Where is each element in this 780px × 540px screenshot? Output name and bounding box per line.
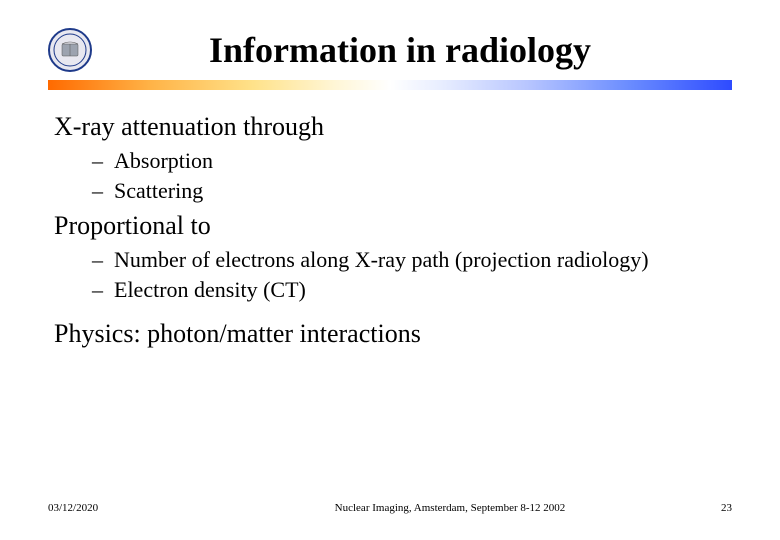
slide-title: Information in radiology — [112, 29, 732, 71]
slide: Information in radiology X-ray attenuati… — [0, 0, 780, 540]
list-item: Absorption — [114, 146, 732, 176]
footer-date: 03/12/2020 — [48, 502, 228, 514]
topic-heading: Physics: photon/matter interactions — [54, 319, 732, 349]
content-body: X-ray attenuation through Absorption Sca… — [48, 112, 732, 349]
footer: 03/12/2020 Nuclear Imaging, Amsterdam, S… — [48, 502, 732, 514]
list-item: Scattering — [114, 176, 732, 206]
list-item: Electron density (CT) — [114, 275, 732, 305]
topic-sublist: Absorption Scattering — [54, 146, 732, 205]
topic-sublist: Number of electrons along X-ray path (pr… — [54, 245, 732, 304]
footer-page-number: 23 — [672, 502, 732, 514]
list-item: Number of electrons along X-ray path (pr… — [114, 245, 732, 275]
university-logo — [48, 28, 92, 72]
topic-heading: Proportional to — [54, 211, 732, 241]
topic-heading: X-ray attenuation through — [54, 112, 732, 142]
header: Information in radiology — [48, 28, 732, 72]
footer-center: Nuclear Imaging, Amsterdam, September 8-… — [228, 502, 672, 514]
gradient-divider — [48, 80, 732, 90]
